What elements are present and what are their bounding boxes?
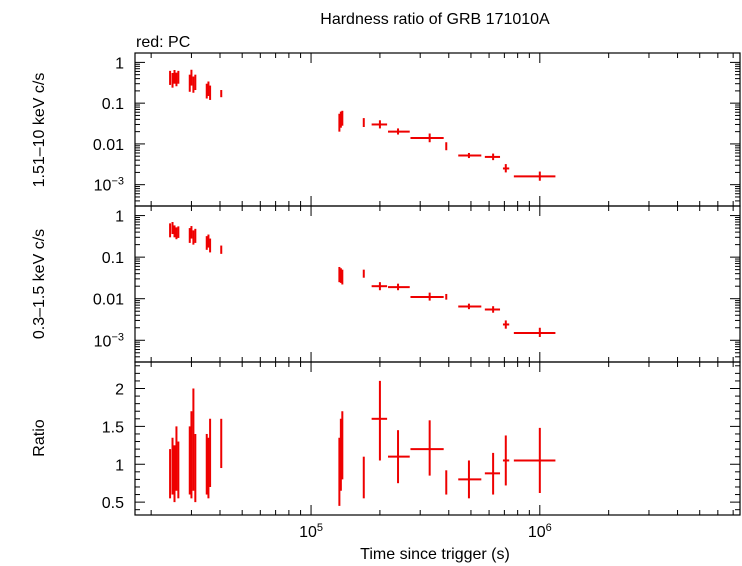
- data-point: [513, 171, 556, 181]
- data-point: [484, 306, 501, 313]
- data-point: [502, 320, 510, 329]
- y-tick-label-main: 1.5: [102, 419, 124, 436]
- chart-title: Hardness ratio of GRB 171010A: [320, 11, 550, 28]
- data-point: [445, 470, 448, 495]
- y-tick-label: 0.1: [102, 250, 124, 267]
- data-point: [458, 152, 482, 159]
- y-tick-label-main: 0.01: [93, 137, 124, 154]
- x-tick-label-main: 10: [528, 524, 546, 541]
- x-tick-label-exp: 5: [317, 522, 323, 534]
- data-point: [513, 427, 556, 494]
- data-point: [513, 327, 556, 337]
- soft-band-panel: 1 0.1 0.01 10−3 0.3–1.5 keV c/s: [31, 205, 741, 363]
- y-tick-label-main: 1: [115, 209, 124, 226]
- y-tick-label-main: 1: [115, 457, 124, 474]
- data-point: [362, 269, 365, 278]
- data-point: [371, 380, 388, 461]
- y-tick-label: 10−3: [94, 331, 124, 350]
- y-axis-label: 1.51–10 keV c/s: [31, 73, 48, 188]
- data-point: [484, 153, 501, 161]
- data-point: [484, 452, 501, 495]
- data-point: [445, 293, 448, 300]
- y-tick-label-main: 1: [115, 55, 124, 72]
- data-point: [388, 283, 410, 291]
- y-tick-label-main: 2: [115, 382, 124, 399]
- x-tick-label: 105: [299, 522, 323, 541]
- y-tick-label-main: 0.1: [102, 96, 124, 113]
- panel-frame: [134, 361, 741, 516]
- y-tick-label: 1: [115, 209, 124, 226]
- y-axis-label: Ratio: [31, 419, 48, 456]
- y-tick-label-exp: −3: [111, 176, 124, 188]
- data-point: [371, 282, 388, 291]
- data-point: [458, 460, 482, 499]
- y-tick-label: 0.1: [102, 96, 124, 113]
- data-point: [502, 435, 510, 486]
- data-point: [502, 164, 510, 173]
- data-point: [410, 420, 444, 476]
- panel-frame: [134, 205, 741, 363]
- y-tick-label-exp: −3: [111, 331, 124, 343]
- data-point: [410, 133, 444, 143]
- data-point: [362, 118, 365, 128]
- data-point: [388, 430, 410, 484]
- y-tick-label-main: 0.01: [93, 292, 124, 309]
- x-tick-label-exp: 6: [546, 522, 552, 534]
- data-point: [362, 456, 365, 499]
- y-tick-label: 2: [115, 382, 124, 399]
- data-point: [371, 120, 388, 129]
- y-tick-label: 1: [115, 457, 124, 474]
- data-point: [445, 142, 448, 151]
- y-tick-label-main: 0.1: [102, 250, 124, 267]
- hard-band-panel: 1 0.1 0.01 10−3 1.51–10 keV c/s: [31, 52, 741, 207]
- y-tick-label: 0.01: [93, 292, 124, 309]
- y-tick-label-main: 10: [94, 333, 112, 350]
- y-tick-label: 1.5: [102, 419, 124, 436]
- y-tick-label-main: 10: [94, 178, 112, 195]
- panel-frame: [134, 52, 741, 207]
- y-tick-label: 0.01: [93, 137, 124, 154]
- data-point: [458, 303, 482, 310]
- y-axis-label: 0.3–1.5 keV c/s: [31, 229, 48, 339]
- y-tick-label: 0.5: [102, 495, 124, 512]
- x-axis-label: Time since trigger (s): [360, 546, 510, 563]
- x-tick-label: 106: [528, 522, 552, 541]
- data-point: [410, 292, 444, 301]
- x-tick-label-main: 10: [299, 524, 317, 541]
- y-tick-label: 10−3: [94, 176, 124, 195]
- y-tick-label-main: 0.5: [102, 495, 124, 512]
- legend-label: red: PC: [136, 34, 190, 51]
- data-point: [388, 128, 410, 135]
- y-tick-label: 1: [115, 55, 124, 72]
